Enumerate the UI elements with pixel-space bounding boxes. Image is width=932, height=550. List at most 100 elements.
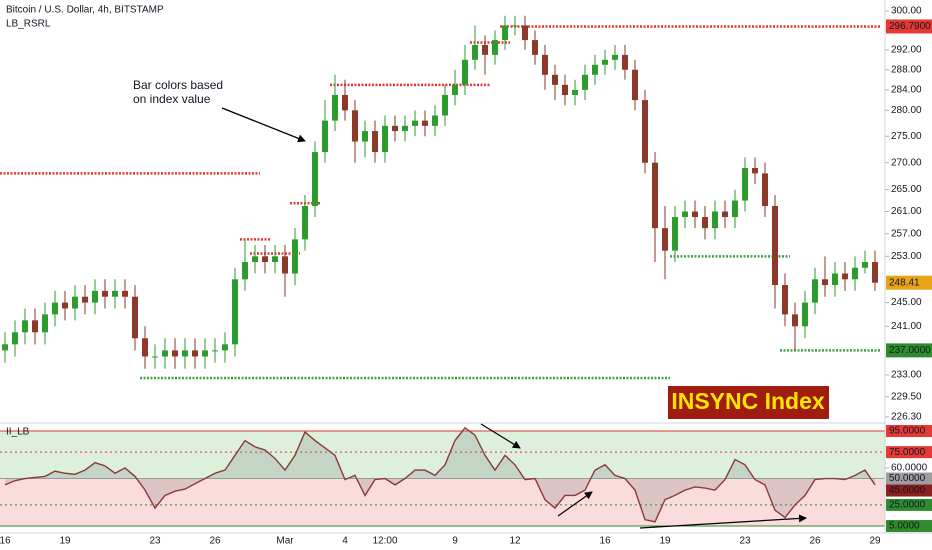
y-tick-label: 280.00: [891, 105, 922, 116]
x-tick-label: 4: [342, 536, 348, 547]
price-label-box: [886, 275, 932, 290]
indicator-name: LB_RSRL: [6, 19, 51, 30]
candle-body: [442, 94, 448, 116]
candle-body: [782, 285, 788, 315]
candle-body: [242, 262, 248, 280]
candle-body: [72, 296, 78, 309]
y-tick-label: 292.00: [891, 45, 922, 56]
axis-label: 50.0000: [889, 473, 926, 484]
y-tick-label: 226.30: [891, 412, 922, 423]
candle-body: [392, 125, 398, 132]
candle-body: [582, 74, 588, 90]
candle-body: [642, 100, 648, 163]
candle-body: [382, 125, 388, 153]
candle-body: [692, 211, 698, 218]
candle-body: [112, 290, 118, 297]
y-tick-label: 60.0000: [891, 463, 928, 474]
candle-body: [672, 217, 678, 251]
x-tick-label: 23: [739, 536, 751, 547]
candle-body: [132, 296, 138, 339]
price-label-box: [886, 343, 932, 358]
price-label: 296.7900: [889, 21, 931, 32]
annotation-arrow: [221, 107, 306, 143]
candle-body: [462, 59, 468, 85]
candle-body: [312, 152, 318, 206]
candle-body: [802, 302, 808, 327]
x-tick-label: 16: [599, 536, 611, 547]
axis-label-box: [886, 446, 932, 459]
candle-body: [772, 205, 778, 286]
divergence-arrow: [639, 514, 807, 529]
candle-body: [832, 273, 838, 286]
candle-body: [42, 314, 48, 333]
candle-body: [482, 44, 488, 55]
candle-body: [222, 344, 228, 351]
y-tick-label: 233.00: [891, 370, 922, 381]
candle-body: [432, 115, 438, 126]
x-tick-label: 26: [209, 536, 221, 547]
axis-label: 95.0000: [889, 426, 926, 437]
candle-body: [212, 350, 218, 352]
price-label: 248.41: [889, 277, 920, 288]
candle-body: [152, 356, 158, 358]
axis-label: 75.0000: [889, 447, 926, 458]
axis-label: 5.0000: [889, 521, 920, 532]
x-tick-label: 23: [149, 536, 161, 547]
label-text: INSYNC Index: [671, 388, 825, 414]
axis-label-box: [886, 472, 932, 485]
candle-body: [812, 279, 818, 303]
y-tick-label: 241.00: [891, 321, 922, 332]
band: [0, 431, 885, 479]
x-tick-label: 12:00: [372, 536, 397, 547]
candle-body: [572, 89, 578, 95]
price-label: 237.0000: [889, 345, 931, 356]
candle-body: [702, 217, 708, 229]
candle-body: [862, 262, 868, 268]
candle-body: [62, 302, 68, 309]
candle-body: [22, 320, 28, 333]
x-tick-label: 16: [0, 536, 11, 547]
annotation: Bar colors based: [133, 78, 223, 92]
band: [0, 478, 885, 527]
candle-body: [722, 211, 728, 218]
x-tick-label: 29: [869, 536, 881, 547]
price-label-box: [886, 19, 932, 34]
candle-body: [102, 290, 108, 297]
candle-body: [2, 344, 8, 351]
candle-body: [192, 350, 198, 357]
axis-label-box: [886, 520, 932, 533]
candle-body: [622, 54, 628, 70]
candle-body: [602, 59, 608, 65]
index-line: [4, 426, 876, 523]
candle-body: [352, 110, 358, 142]
candle-body: [202, 350, 208, 357]
candle-body: [852, 267, 858, 280]
plot: [0, 15, 885, 527]
candle-body: [332, 94, 338, 121]
candle-body: [632, 69, 638, 101]
candle-body: [232, 279, 238, 345]
candle-body: [452, 84, 458, 95]
candle-body: [362, 131, 368, 142]
candle-body: [822, 279, 828, 286]
y-tick-label: 245.00: [891, 297, 922, 308]
candle-body: [872, 262, 878, 283]
candle-body: [402, 125, 408, 132]
candle-body: [742, 168, 748, 201]
annotation: on index value: [133, 92, 211, 106]
candle-body: [142, 338, 148, 357]
candle-body: [762, 173, 768, 206]
candle-body: [512, 25, 518, 27]
x-tick-label: 12: [509, 536, 521, 547]
axis-label-box: [886, 484, 932, 497]
candle-body: [12, 332, 18, 345]
y-tick-label: 229.50: [891, 391, 922, 402]
axis-label: 25.0000: [889, 500, 926, 511]
candle-body: [562, 84, 568, 95]
candle-body: [52, 302, 58, 315]
divergence-arrow: [480, 423, 521, 449]
candle-body: [492, 40, 498, 55]
candle-body: [552, 74, 558, 85]
candle-body: [342, 94, 348, 111]
indicator-title: II_LB: [6, 427, 30, 438]
